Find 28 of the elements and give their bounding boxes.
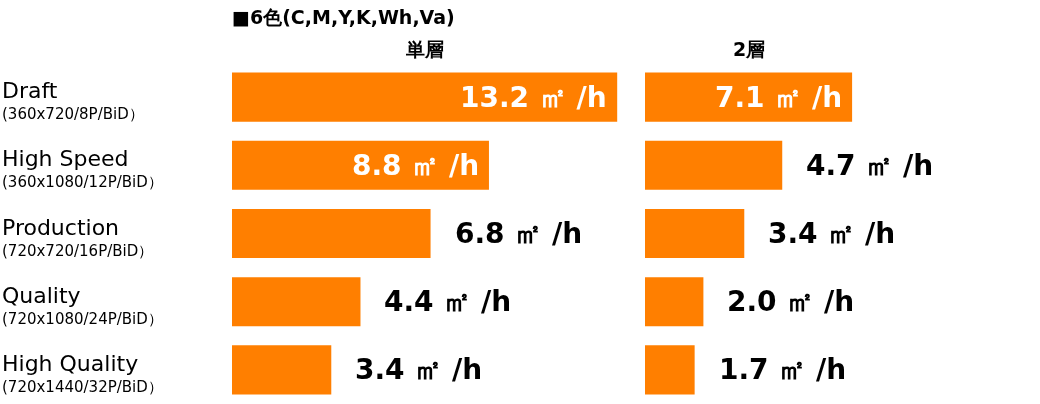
bar xyxy=(645,72,853,122)
bar xyxy=(645,208,745,259)
y-tick-label: Quality (720x1080/24P/BiD） xyxy=(2,283,163,328)
data-label: 3.4 ㎡ /h xyxy=(768,217,896,250)
y-tick-label: Production (720x720/16P/BiD） xyxy=(2,215,154,260)
chart-subtitle: 単層 xyxy=(405,38,444,60)
bar xyxy=(232,345,332,395)
data-label: 4.4 ㎡ /h xyxy=(384,285,512,318)
bar xyxy=(232,72,618,122)
data-label: 3.4 ㎡ /h xyxy=(355,353,483,386)
y-tick-label: High Speed (360x1080/12P/BiD） xyxy=(2,146,163,191)
bar xyxy=(645,277,704,327)
chart-subtitle: 2層 xyxy=(733,38,766,60)
bar xyxy=(232,208,431,259)
data-label: 7.1 ㎡ /h xyxy=(715,81,843,114)
data-label: 8.8 ㎡ /h xyxy=(352,149,480,182)
bar xyxy=(232,277,361,327)
bar xyxy=(645,140,783,190)
data-label: 1.7 ㎡ /h xyxy=(719,353,847,386)
bar xyxy=(645,345,695,395)
data-label: 6.8 ㎡ /h xyxy=(455,217,583,250)
y-tick-label: Draft (360x720/8P/BiD） xyxy=(2,78,144,123)
data-label: 2.0 ㎡ /h xyxy=(727,285,855,318)
data-label: 13.2 ㎡ /h xyxy=(460,81,607,114)
bar xyxy=(232,140,489,190)
chart-title: ■6色(C,M,Y,K,Wh,Va) xyxy=(232,6,455,28)
y-tick-label: High Quality (720x1440/32P/BiD） xyxy=(2,351,163,396)
data-label: 4.7 ㎡ /h xyxy=(806,149,934,182)
